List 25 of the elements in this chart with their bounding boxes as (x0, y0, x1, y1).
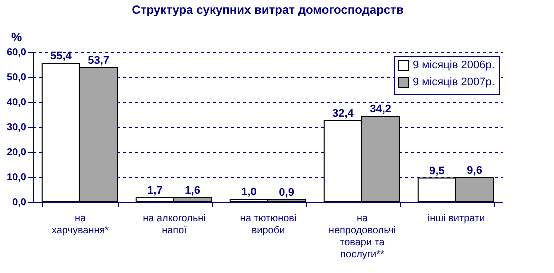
data-label: 9,5 (430, 165, 445, 178)
y-tick-label: 40,0 (7, 98, 27, 108)
data-label: 1,6 (185, 185, 200, 197)
y-axis-title: % (12, 30, 22, 44)
legend-label: 9 місяців 2006р. (413, 60, 495, 72)
y-tick-label: 50,0 (7, 72, 27, 84)
chart-title: Структура сукупних витрат домогосподарств (132, 3, 404, 17)
y-tick-label: 60,0 (7, 48, 27, 58)
x-tick-label: інші витрати (428, 214, 486, 224)
y-tick-label: 0,0 (12, 198, 27, 208)
y-tick-label: 30,0 (7, 122, 27, 134)
data-label: 32,4 (332, 108, 355, 120)
data-label: 0,9 (279, 186, 294, 199)
legend-label: 9 місяців 2007р. (413, 76, 495, 88)
x-tick-label: на харчування* (52, 214, 110, 236)
x-tick-label: на тютюнові вироби (240, 214, 297, 236)
y-tick-label: 20,0 (7, 148, 27, 158)
data-label: 1,7 (148, 184, 163, 197)
data-label: 34,2 (370, 104, 392, 116)
data-label: 1,0 (242, 186, 257, 198)
data-label: 9,6 (467, 165, 482, 177)
data-label: 53,7 (88, 54, 110, 67)
x-tick-label: на алкогольні напої (143, 214, 206, 236)
y-tick-label: 10,0 (7, 172, 27, 184)
x-tick-label: на непродовольчі товари та послуги** (328, 214, 396, 260)
